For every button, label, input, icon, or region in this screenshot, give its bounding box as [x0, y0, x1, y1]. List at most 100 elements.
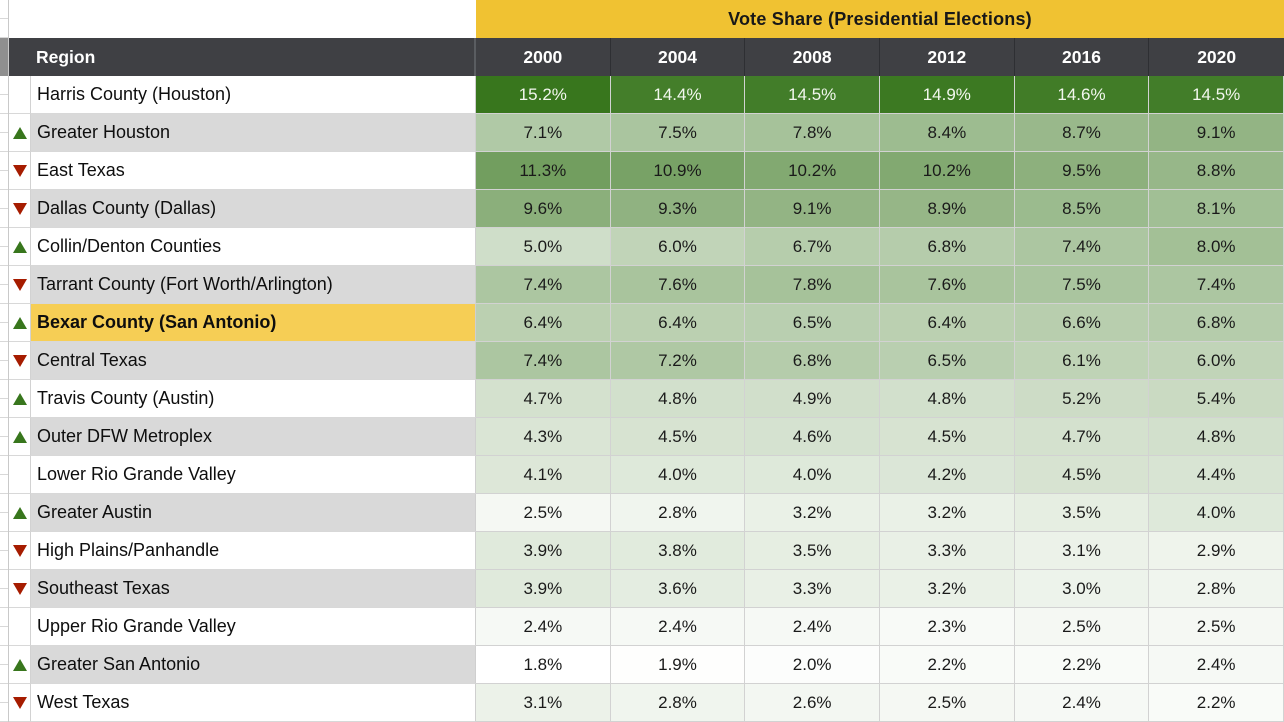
value-cell[interactable]: 9.1%	[745, 190, 880, 228]
value-cell[interactable]: 4.6%	[745, 418, 880, 456]
value-cell[interactable]: 6.6%	[1014, 304, 1150, 342]
region-cell[interactable]: East Texas	[31, 152, 476, 190]
trend-indicator-cell[interactable]	[9, 418, 31, 456]
year-column-header[interactable]: 2016	[1014, 38, 1150, 76]
value-cell[interactable]: 9.1%	[1149, 114, 1284, 152]
value-cell[interactable]: 4.2%	[880, 456, 1015, 494]
value-cell[interactable]: 2.8%	[610, 684, 746, 722]
year-column-header[interactable]: 2000	[476, 38, 611, 76]
value-cell[interactable]: 2.4%	[1014, 684, 1150, 722]
value-cell[interactable]: 5.0%	[476, 228, 611, 266]
value-cell[interactable]: 7.4%	[1149, 266, 1284, 304]
value-cell[interactable]: 6.8%	[745, 342, 880, 380]
value-cell[interactable]: 2.2%	[880, 646, 1015, 684]
trend-indicator-cell[interactable]	[9, 570, 31, 608]
value-cell[interactable]: 2.6%	[745, 684, 880, 722]
value-cell[interactable]: 6.8%	[880, 228, 1015, 266]
trend-indicator-cell[interactable]	[9, 494, 31, 532]
value-cell[interactable]: 15.2%	[476, 76, 611, 114]
region-cell[interactable]: Bexar County (San Antonio)	[31, 304, 476, 342]
value-cell[interactable]: 7.6%	[610, 266, 746, 304]
trend-indicator-cell[interactable]	[9, 342, 31, 380]
value-cell[interactable]: 7.1%	[476, 114, 611, 152]
value-cell[interactable]: 6.0%	[610, 228, 746, 266]
value-cell[interactable]: 2.8%	[1149, 570, 1284, 608]
value-cell[interactable]: 3.5%	[745, 532, 880, 570]
value-cell[interactable]: 3.0%	[1014, 570, 1150, 608]
value-cell[interactable]: 4.0%	[610, 456, 746, 494]
value-cell[interactable]: 3.6%	[610, 570, 746, 608]
value-cell[interactable]: 4.4%	[1149, 456, 1284, 494]
value-cell[interactable]: 9.3%	[610, 190, 746, 228]
value-cell[interactable]: 4.1%	[476, 456, 611, 494]
region-cell[interactable]: Harris County (Houston)	[31, 76, 476, 114]
value-cell[interactable]: 7.8%	[745, 114, 880, 152]
value-cell[interactable]: 1.8%	[476, 646, 611, 684]
value-cell[interactable]: 7.4%	[476, 342, 611, 380]
value-cell[interactable]: 3.3%	[880, 532, 1015, 570]
value-cell[interactable]: 4.7%	[476, 380, 611, 418]
value-cell[interactable]: 6.4%	[610, 304, 746, 342]
value-cell[interactable]: 6.5%	[880, 342, 1015, 380]
value-cell[interactable]: 6.8%	[1149, 304, 1284, 342]
region-cell[interactable]: Lower Rio Grande Valley	[31, 456, 476, 494]
region-cell[interactable]: Outer DFW Metroplex	[31, 418, 476, 456]
value-cell[interactable]: 8.0%	[1149, 228, 1284, 266]
value-cell[interactable]: 3.8%	[610, 532, 746, 570]
value-cell[interactable]: 14.5%	[1149, 76, 1284, 114]
value-cell[interactable]: 10.2%	[745, 152, 880, 190]
trend-indicator-cell[interactable]	[9, 532, 31, 570]
value-cell[interactable]: 3.2%	[880, 570, 1015, 608]
table-title-banner[interactable]: Vote Share (Presidential Elections)	[476, 0, 1284, 38]
year-column-header[interactable]: 2008	[745, 38, 880, 76]
value-cell[interactable]: 8.1%	[1149, 190, 1284, 228]
value-cell[interactable]: 2.4%	[476, 608, 611, 646]
region-cell[interactable]: Greater Houston	[31, 114, 476, 152]
trend-indicator-cell[interactable]	[9, 152, 31, 190]
value-cell[interactable]: 4.5%	[610, 418, 746, 456]
value-cell[interactable]: 2.4%	[745, 608, 880, 646]
value-cell[interactable]: 7.4%	[476, 266, 611, 304]
value-cell[interactable]: 14.6%	[1014, 76, 1150, 114]
value-cell[interactable]: 6.5%	[745, 304, 880, 342]
value-cell[interactable]: 3.3%	[745, 570, 880, 608]
value-cell[interactable]: 4.0%	[1149, 494, 1284, 532]
value-cell[interactable]: 6.1%	[1014, 342, 1150, 380]
value-cell[interactable]: 9.5%	[1014, 152, 1150, 190]
value-cell[interactable]: 2.8%	[610, 494, 746, 532]
value-cell[interactable]: 4.8%	[610, 380, 746, 418]
region-cell[interactable]: Travis County (Austin)	[31, 380, 476, 418]
value-cell[interactable]: 3.1%	[476, 684, 611, 722]
value-cell[interactable]: 3.9%	[476, 532, 611, 570]
value-cell[interactable]: 2.2%	[1014, 646, 1150, 684]
region-cell[interactable]: Greater San Antonio	[31, 646, 476, 684]
value-cell[interactable]: 2.9%	[1149, 532, 1284, 570]
value-cell[interactable]: 3.9%	[476, 570, 611, 608]
value-cell[interactable]: 9.6%	[476, 190, 611, 228]
year-column-header[interactable]: 2004	[610, 38, 746, 76]
value-cell[interactable]: 4.9%	[745, 380, 880, 418]
trend-indicator-cell[interactable]	[9, 76, 31, 114]
value-cell[interactable]: 5.2%	[1014, 380, 1150, 418]
value-cell[interactable]: 3.2%	[880, 494, 1015, 532]
value-cell[interactable]: 4.8%	[1149, 418, 1284, 456]
value-cell[interactable]: 2.5%	[476, 494, 611, 532]
value-cell[interactable]: 8.7%	[1014, 114, 1150, 152]
trend-indicator-cell[interactable]	[9, 608, 31, 646]
value-cell[interactable]: 2.5%	[1149, 608, 1284, 646]
value-cell[interactable]: 2.2%	[1149, 684, 1284, 722]
value-cell[interactable]: 1.9%	[610, 646, 746, 684]
trend-indicator-cell[interactable]	[9, 646, 31, 684]
value-cell[interactable]: 4.0%	[745, 456, 880, 494]
region-cell[interactable]: Southeast Texas	[31, 570, 476, 608]
value-cell[interactable]: 7.4%	[1014, 228, 1150, 266]
value-cell[interactable]: 8.9%	[880, 190, 1015, 228]
trend-indicator-cell[interactable]	[9, 380, 31, 418]
value-cell[interactable]: 7.6%	[880, 266, 1015, 304]
value-cell[interactable]: 4.8%	[880, 380, 1015, 418]
region-cell[interactable]: Dallas County (Dallas)	[31, 190, 476, 228]
value-cell[interactable]: 14.9%	[880, 76, 1015, 114]
value-cell[interactable]: 4.7%	[1014, 418, 1150, 456]
trend-indicator-cell[interactable]	[9, 228, 31, 266]
region-cell[interactable]: Greater Austin	[31, 494, 476, 532]
